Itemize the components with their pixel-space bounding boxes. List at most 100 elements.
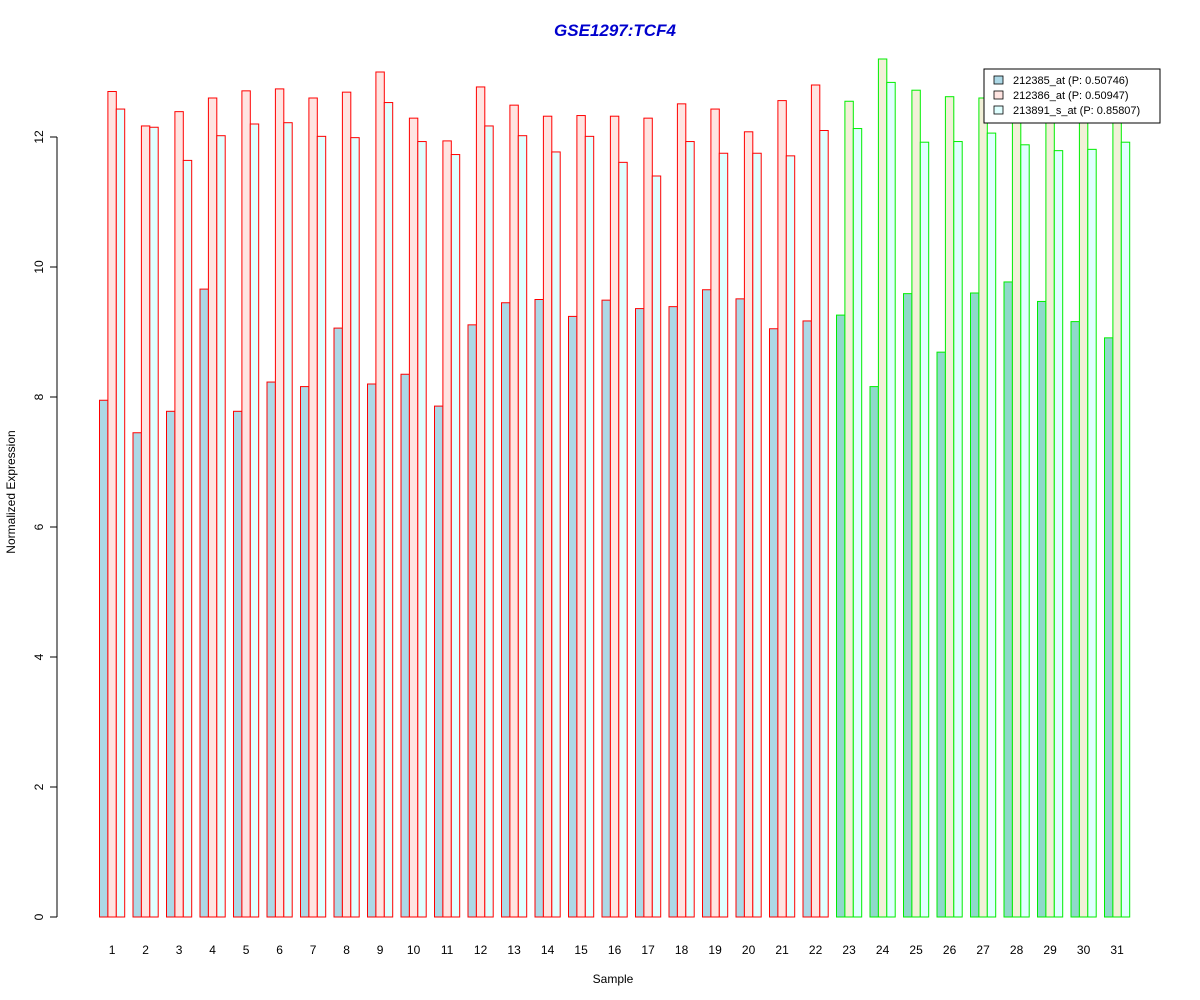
bar-213891_s_at-sample-17	[651, 175, 662, 918]
bar-212386_at-sample-10	[408, 117, 419, 918]
bar-212385_at-sample-20	[735, 298, 745, 918]
bar-212386_at-sample-17	[643, 117, 653, 918]
bar-212386_at-sample-18	[676, 103, 687, 918]
x-tick-label: 24	[876, 943, 890, 957]
bar-213891_s_at-sample-2	[149, 126, 159, 918]
bar-212386_at-sample-8	[341, 91, 352, 918]
y-axis: 0 2 4 6 8 10 12	[32, 130, 58, 920]
bar-212385_at-sample-14	[534, 299, 544, 918]
legend-swatch-213891	[993, 105, 1004, 115]
bar-213891_s_at-sample-3	[182, 159, 193, 918]
y-tick-label: 6	[32, 523, 46, 530]
legend-label-212385: 212385_at (P: 0.50746)	[1013, 75, 1129, 87]
x-tick-label: 8	[343, 943, 350, 957]
y-tick-label: 12	[32, 130, 46, 144]
x-tick-label: 28	[1010, 943, 1024, 957]
bar-212385_at-sample-30	[1070, 321, 1080, 918]
bar-213891_s_at-sample-19	[718, 152, 729, 918]
bar-212386_at-sample-7	[308, 97, 318, 918]
bar-213891_s_at-sample-8	[350, 137, 360, 918]
bar-212385_at-sample-29	[1037, 300, 1047, 918]
x-tick-label: 9	[377, 943, 384, 957]
legend: 212385_at (P: 0.50746) 212386_at (P: 0.5…	[983, 68, 1161, 124]
y-tick-label: 8	[32, 393, 46, 400]
bar-212385_at-sample-28	[1003, 281, 1013, 918]
bar-212385_at-sample-3	[166, 410, 176, 918]
bar-213891_s_at-sample-20	[752, 152, 762, 918]
bar-212386_at-sample-26	[944, 96, 955, 918]
bar-213891_s_at-sample-24	[886, 81, 896, 918]
bar-212386_at-sample-16	[609, 115, 620, 918]
x-tick-label: 15	[574, 943, 588, 957]
bar-213891_s_at-sample-26	[953, 141, 963, 918]
legend-swatch-212386	[993, 90, 1004, 100]
bar-212385_at-sample-31	[1104, 337, 1114, 918]
x-tick-label: 27	[976, 943, 990, 957]
bar-212386_at-sample-19	[710, 108, 720, 918]
bar-212385_at-sample-17	[635, 308, 645, 918]
y-tick-label: 2	[32, 783, 46, 790]
x-tick-label: 10	[407, 943, 421, 957]
bar-212386_at-sample-11	[442, 140, 452, 918]
bar-212385_at-sample-12	[467, 324, 477, 918]
bar-212386_at-sample-23	[844, 100, 854, 918]
chart-title: GSE1297:TCF4	[554, 21, 676, 40]
legend-swatch-212385	[993, 75, 1004, 85]
bar-213891_s_at-sample-12	[484, 125, 494, 918]
bar-212386_at-sample-9	[375, 71, 385, 918]
x-tick-label: 7	[310, 943, 317, 957]
bar-212385_at-sample-16	[601, 299, 611, 918]
y-axis-label: Normalized Expression	[4, 430, 18, 553]
bar-212385_at-sample-5	[233, 410, 243, 918]
x-tick-label: 22	[809, 943, 823, 957]
bar-212385_at-sample-13	[501, 302, 511, 918]
bar-212385_at-sample-27	[970, 292, 980, 918]
x-tick-label: 14	[541, 943, 555, 957]
bar-212386_at-sample-2	[140, 125, 151, 918]
x-tick-label: 20	[742, 943, 756, 957]
x-tick-label: 5	[243, 943, 250, 957]
bar-213891_s_at-sample-11	[450, 154, 461, 918]
bar-213891_s_at-sample-15	[584, 135, 595, 918]
x-tick-label: 1	[109, 943, 116, 957]
x-tick-label: 6	[276, 943, 283, 957]
bar-212385_at-sample-23	[836, 314, 846, 918]
bar-212386_at-sample-3	[174, 111, 184, 918]
x-tick-label: 4	[209, 943, 216, 957]
bar-213891_s_at-sample-4	[216, 135, 226, 918]
bar-213891_s_at-sample-7	[316, 135, 327, 918]
bar-213891_s_at-sample-31	[1120, 141, 1131, 918]
bar-212385_at-sample-1	[99, 399, 109, 918]
bar-213891_s_at-sample-28	[1020, 144, 1030, 918]
x-tick-label: 3	[176, 943, 183, 957]
x-tick-label: 23	[842, 943, 856, 957]
bar-212385_at-sample-15	[568, 315, 578, 918]
bar-213891_s_at-sample-18	[685, 141, 695, 918]
y-tick-label: 10	[32, 260, 46, 274]
legend-box	[983, 68, 1161, 124]
bar-212386_at-sample-6	[274, 88, 285, 918]
legend-label-213891: 213891_s_at (P: 0.85807)	[1013, 105, 1140, 117]
x-tick-label: 25	[909, 943, 923, 957]
bar-212386_at-sample-25	[911, 89, 921, 918]
x-tick-label: 2	[142, 943, 149, 957]
x-tick-label: 29	[1043, 943, 1057, 957]
bar-212385_at-sample-6	[266, 381, 276, 918]
bar-213891_s_at-sample-21	[785, 155, 796, 918]
bar-213891_s_at-sample-14	[551, 151, 561, 918]
x-tick-label: 12	[474, 943, 488, 957]
bar-212386_at-sample-4	[207, 97, 218, 918]
bar-212386_at-sample-20	[743, 131, 754, 918]
bar-212385_at-sample-18	[668, 306, 678, 918]
bar-213891_s_at-sample-9	[383, 102, 394, 918]
y-tick-label: 4	[32, 653, 46, 660]
x-tick-label: 13	[507, 943, 521, 957]
bar-212386_at-sample-24	[877, 58, 888, 918]
x-tick-label: 31	[1110, 943, 1124, 957]
bar-212385_at-sample-26	[936, 351, 946, 918]
bar-212386_at-sample-29	[1045, 100, 1055, 918]
x-tick-label: 26	[943, 943, 957, 957]
bar-212386_at-sample-5	[241, 90, 251, 918]
legend-label-212386: 212386_at (P: 0.50947)	[1013, 90, 1129, 102]
